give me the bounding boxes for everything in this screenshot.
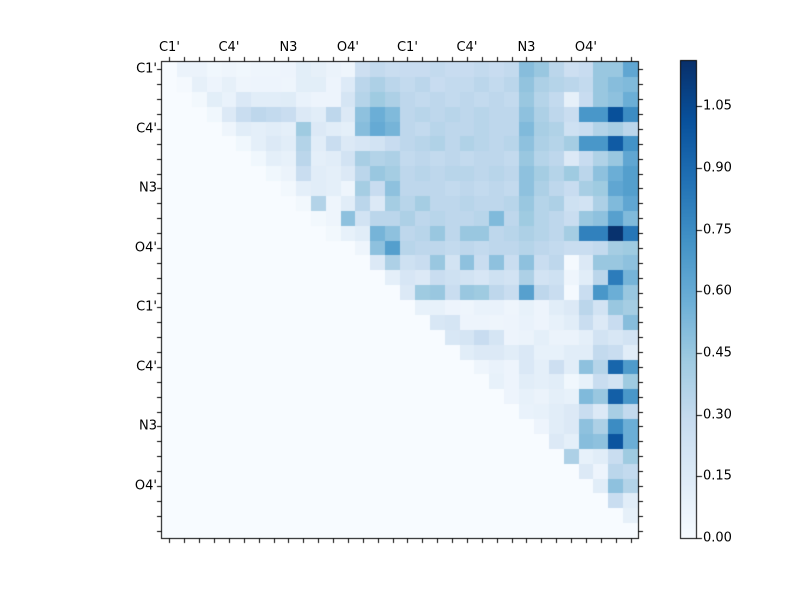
x-tick-label: C4'	[218, 40, 240, 55]
y-tick-label: C4'	[136, 359, 157, 375]
colorbar-tick-label: 0.00	[703, 530, 732, 546]
x-tick-label: O4'	[336, 40, 359, 55]
colorbar-tick-label: 0.30	[703, 407, 732, 423]
colorbar-tick-label: 0.45	[703, 345, 732, 361]
y-tick-label: C1'	[136, 61, 157, 77]
y-tick-label: N3	[139, 180, 157, 196]
y-tick-label: O4'	[134, 240, 157, 256]
y-tick-label: C4'	[136, 121, 157, 137]
x-tick-label: N3	[279, 40, 298, 55]
x-tick-label: N3	[517, 40, 536, 55]
y-tick-label: C1'	[136, 299, 157, 315]
y-tick-label: O4'	[134, 478, 157, 494]
y-tick-label: N3	[139, 418, 157, 434]
x-tick-label: O4'	[574, 40, 597, 55]
colorbar-tick-label: 1.05	[703, 98, 732, 114]
x-tick-label: C1'	[396, 40, 418, 55]
colorbar-tick-label: 0.75	[703, 222, 732, 238]
colorbar-tick-label: 0.15	[703, 468, 732, 484]
colorbar-tick-label: 0.90	[703, 160, 732, 176]
x-tick-label: C1'	[158, 40, 180, 55]
x-tick-label: C4'	[456, 40, 478, 55]
colorbar-tick-label: 0.60	[703, 283, 732, 299]
